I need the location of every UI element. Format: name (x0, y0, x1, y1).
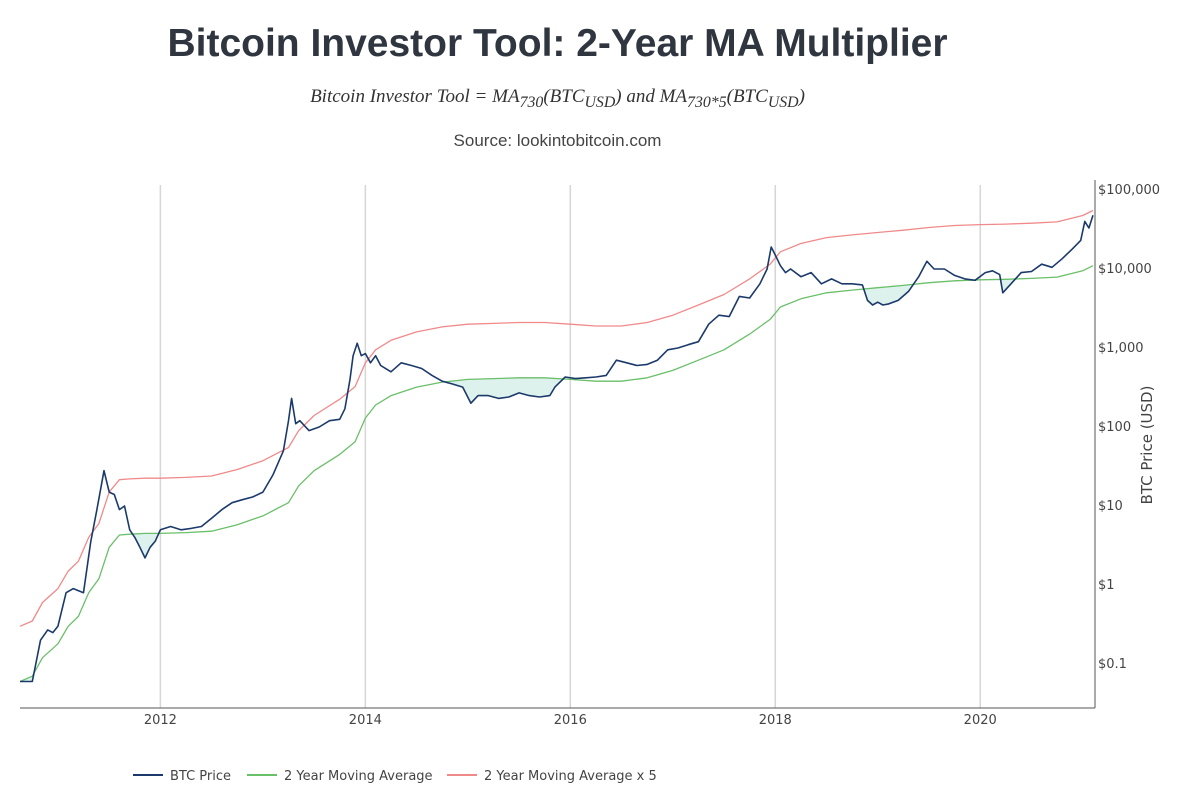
y-tick-label: $1 (1098, 578, 1115, 593)
legend-item-2-year-moving-average: 2 Year Moving Average (284, 769, 433, 784)
below-ma-fill-region (863, 284, 914, 305)
legend-item-2-year-moving-average-x-5: 2 Year Moving Average x 5 (484, 769, 657, 784)
chart-source: Source: lookintobitcoin.com (453, 131, 662, 150)
series-lines (19, 209, 1094, 683)
x-tick-label: 2014 (349, 713, 382, 728)
below-ma-fill-region (1001, 279, 1015, 292)
legend-item-btc-price: BTC Price (170, 769, 231, 784)
x-tick-label: 2012 (144, 713, 177, 728)
below-ma-fill-region (132, 533, 159, 558)
y-tick-label: $1,000 (1098, 341, 1144, 356)
below-ma-fill-region (444, 377, 563, 403)
y-axis-title: BTC Price (USD) (1138, 386, 1156, 505)
y-tick-label: $10,000 (1098, 262, 1152, 277)
2-year-moving-average-x-5-line (19, 209, 1094, 627)
chart-formula: Bitcoin Investor Tool = MA730(BTCUSD) an… (0, 86, 1115, 112)
y-tick-label: $0.1 (1098, 657, 1127, 672)
grid-lines (159, 185, 981, 708)
btc-price-line (20, 214, 1094, 683)
x-tick-label: 2020 (964, 713, 997, 728)
2-year-moving-average-line (19, 265, 1094, 683)
chart-title: Bitcoin Investor Tool: 2-Year MA Multipl… (167, 22, 948, 65)
axes: 2012 2014 2016 2018 2020 $0.1 $1 $10 $100 $1,000 $… (20, 180, 1160, 728)
y-tick-label: $100 (1098, 420, 1131, 435)
below-ma-fill (21, 279, 1015, 682)
y-tick-label: $100,000 (1098, 183, 1160, 198)
x-tick-label: 2016 (554, 713, 587, 728)
y-tick-label: $10 (1098, 499, 1123, 514)
x-tick-label: 2018 (759, 713, 792, 728)
legend: BTC Price 2 Year Moving Average 2 Year Mov… (133, 769, 657, 784)
formula-prefix: Bitcoin Investor Tool = MA730(BTCUSD) an… (310, 86, 805, 111)
